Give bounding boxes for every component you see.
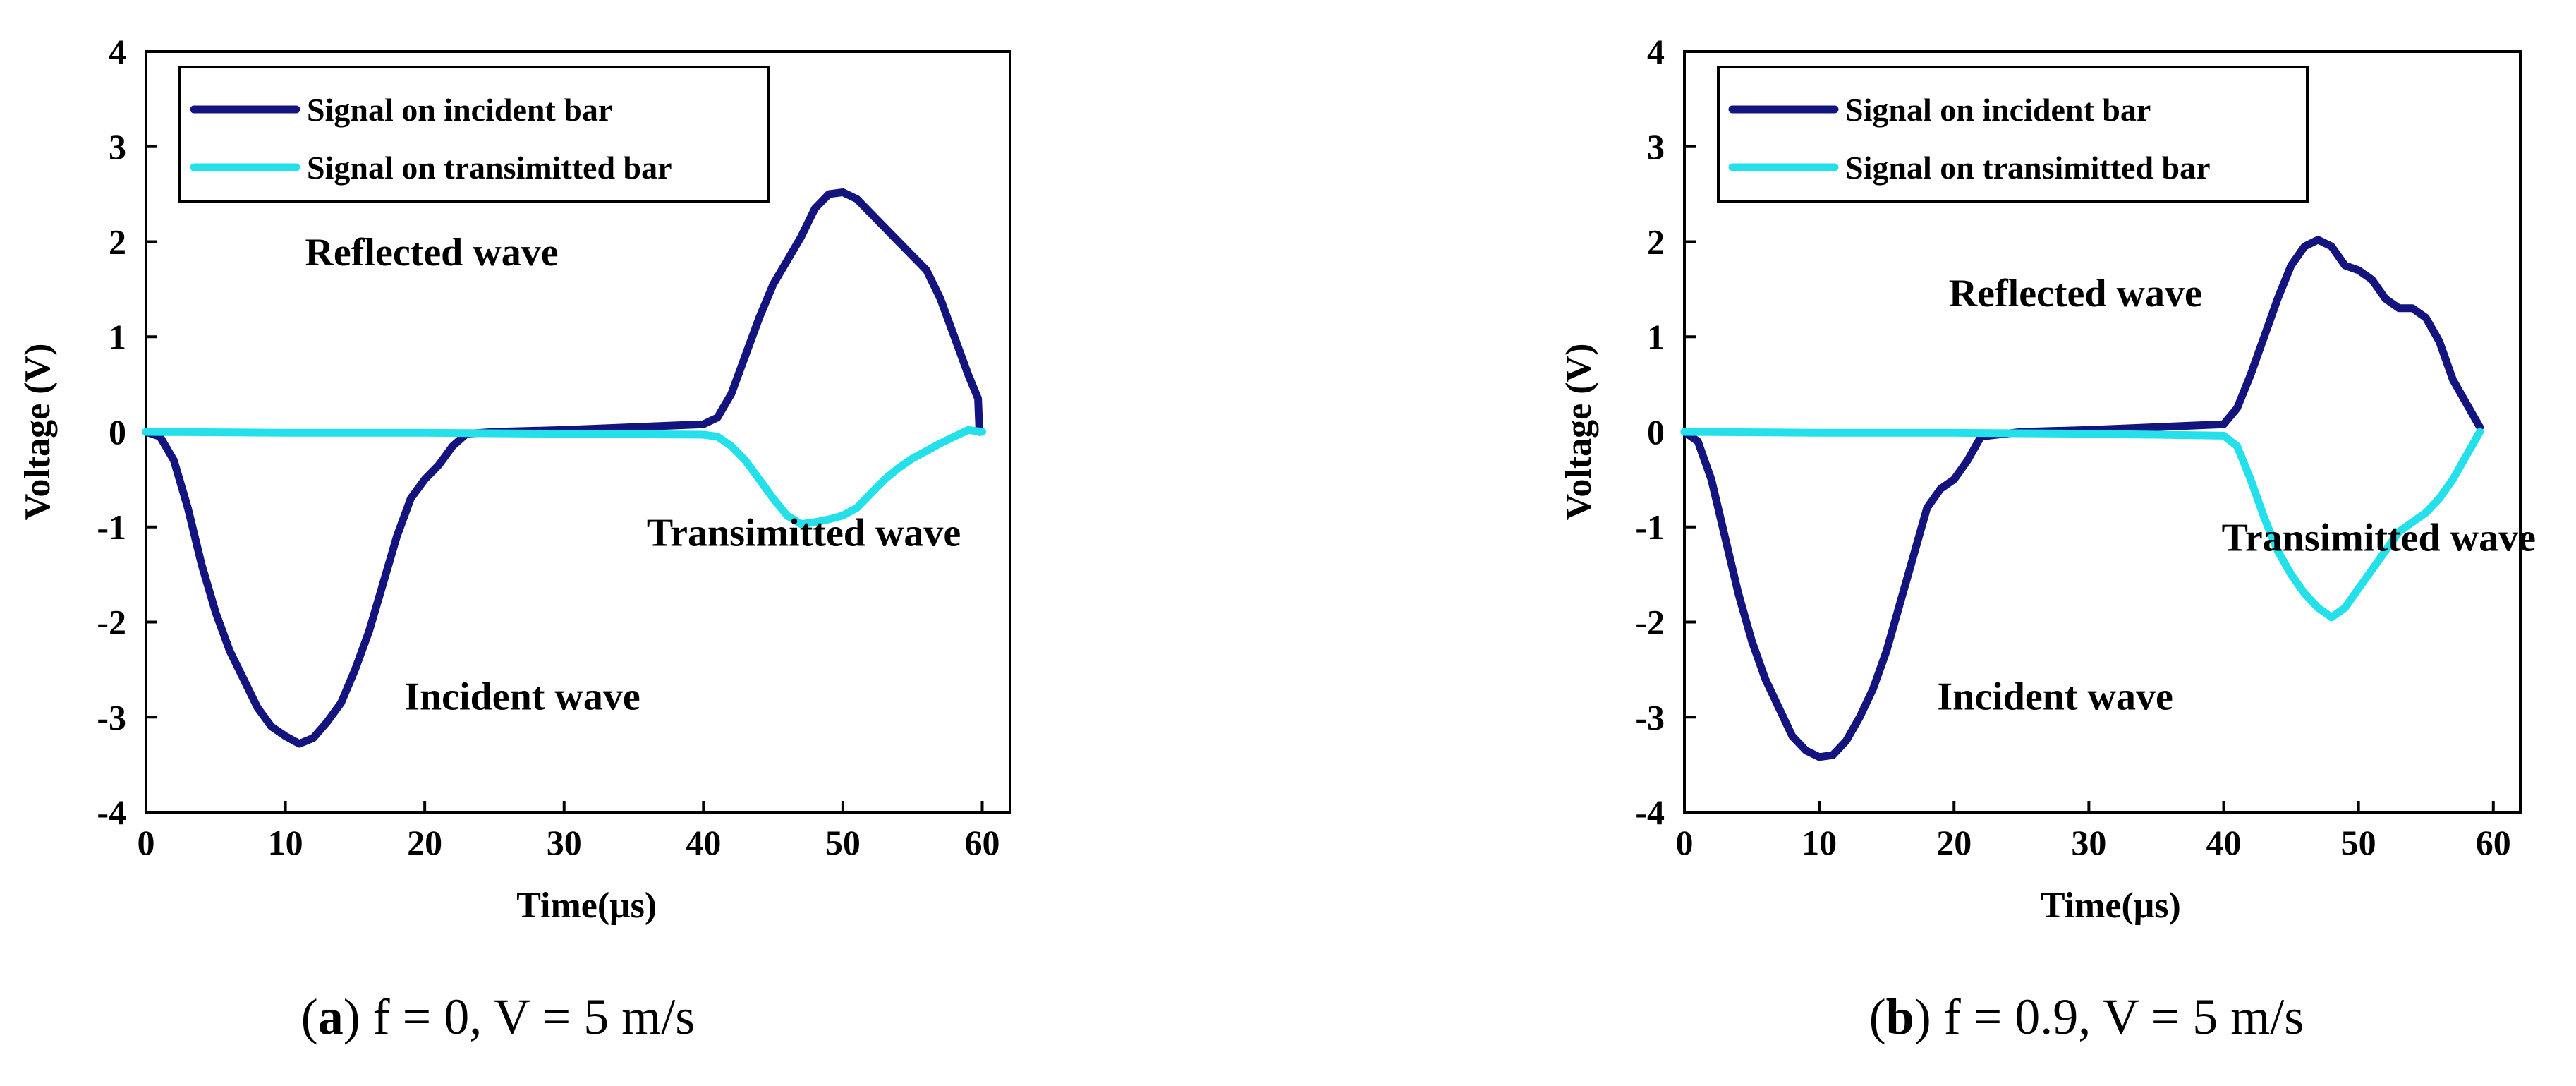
x-tick-label: 0 (1676, 823, 1694, 862)
y-tick-label: -4 (97, 792, 126, 832)
caption-a-letter: a (317, 989, 344, 1045)
legend-label: Signal on incident bar (307, 92, 612, 128)
y-axis-title: Voltage (V) (18, 344, 58, 521)
series-line-transmitted (142, 426, 986, 529)
y-tick-label: 3 (1647, 127, 1665, 167)
caption-b: (b) f = 0.9, V = 5 m/s (1869, 988, 2304, 1046)
legend-box (1717, 66, 2309, 203)
y-tick-label: -4 (1635, 792, 1665, 832)
annotation-label: Incident wave (1937, 675, 2173, 718)
x-tick-label: 40 (686, 823, 721, 862)
y-tick-label: 3 (109, 127, 126, 167)
caption-b-open: ( (1869, 989, 1886, 1045)
caption-a-rest: ) f = 0, V = 5 m/s (343, 989, 695, 1045)
y-tick-label: -1 (1635, 507, 1665, 547)
x-tick-label: 10 (268, 823, 303, 862)
y-tick-label: 1 (109, 317, 126, 356)
x-tick-label: 60 (2476, 823, 2511, 862)
x-tick-label: 60 (964, 823, 1000, 862)
y-tick-label: 2 (1647, 222, 1665, 262)
legend-label: Signal on transimitted bar (307, 150, 672, 186)
x-tick-label: 20 (1936, 823, 1972, 862)
x-tick-label: 50 (2341, 823, 2376, 862)
x-tick-label: 20 (407, 823, 442, 862)
chart-panel-b: 0 10 20 30 40 50 60 -4 -3 -2 -1 0 1 2 3 4 Time(μs) Voltag… (1559, 32, 2536, 926)
x-tick-label: 10 (1802, 823, 1837, 862)
legend-label: Signal on transimitted bar (1845, 150, 2211, 186)
caption-b-letter: b (1885, 989, 1914, 1045)
x-tick-label: 0 (138, 823, 155, 862)
y-tick-label: 0 (109, 412, 126, 452)
x-tick-label: 40 (2206, 823, 2242, 862)
y-tick-label: 1 (1647, 317, 1665, 356)
annotation-label: Transimitted wave (2222, 516, 2536, 560)
chart-panel-a: 0 10 20 30 40 50 60 -4 -3 -2 -1 0 1 2 3 4 Time(μs) Voltag… (18, 32, 1011, 926)
y-tick-label: -1 (97, 507, 126, 547)
y-tick-label: 4 (109, 32, 126, 71)
caption-a-open: ( (300, 989, 318, 1045)
y-tick-label: 0 (1647, 412, 1665, 452)
y-tick-label: -3 (97, 697, 126, 737)
x-tick-label: 50 (825, 823, 861, 862)
y-tick-label: -3 (1635, 697, 1665, 737)
y-tick-label: 4 (1647, 32, 1665, 71)
x-tick-label: 30 (547, 823, 582, 862)
x-tick-label: 30 (2071, 823, 2106, 862)
y-tick-label: 2 (109, 222, 126, 262)
series-line-transmitted (1680, 428, 2484, 622)
caption-b-rest: ) f = 0.9, V = 5 m/s (1914, 989, 2304, 1045)
x-axis-title: Time(μs) (2041, 886, 2181, 926)
legend-box (178, 66, 770, 203)
x-axis-title: Time(μs) (516, 886, 657, 926)
y-tick-label: -2 (97, 603, 126, 642)
annotation-label: Transimitted wave (647, 512, 961, 555)
annotation-label: Reflected wave (1949, 272, 2202, 315)
legend-label: Signal on incident bar (1845, 92, 2151, 128)
annotation-label: Incident wave (404, 675, 640, 718)
annotation-label: Reflected wave (305, 231, 558, 274)
caption-a: (a) f = 0, V = 5 m/s (301, 988, 695, 1046)
y-axis-title: Voltage (V) (1559, 344, 1599, 521)
y-tick-label: -2 (1635, 603, 1665, 642)
